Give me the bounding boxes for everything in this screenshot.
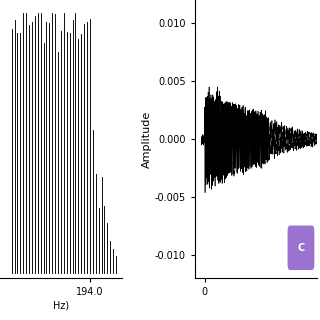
Y-axis label: Amplitude: Amplitude — [142, 111, 152, 168]
Text: C: C — [297, 243, 305, 253]
FancyBboxPatch shape — [288, 226, 314, 270]
X-axis label: Hz): Hz) — [53, 300, 69, 310]
